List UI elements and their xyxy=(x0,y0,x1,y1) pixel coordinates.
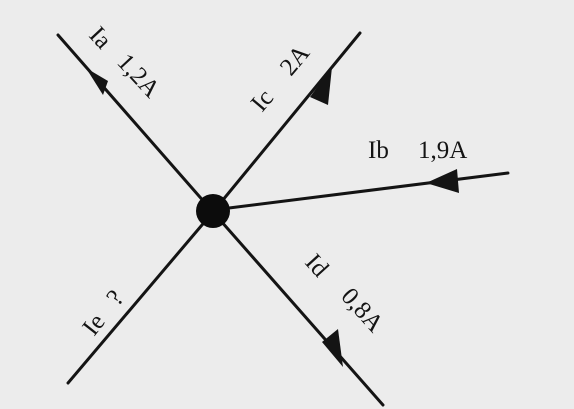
wire-ia xyxy=(56,33,215,214)
wire-ic xyxy=(211,31,362,214)
arrow-ia-icon xyxy=(86,68,108,95)
label-ib-value: 1,9A xyxy=(418,137,467,164)
junction-node xyxy=(196,194,230,228)
label-id-name: Id xyxy=(300,249,334,283)
wire-id xyxy=(211,210,385,407)
label-ie-value: ? xyxy=(101,285,129,310)
label-ib-name: Ib xyxy=(368,137,389,164)
label-ic-name: Ic xyxy=(246,85,279,117)
wire-ib xyxy=(211,171,510,212)
label-ia-value: 1,2A xyxy=(112,49,165,103)
label-ic-value: 2A xyxy=(275,40,315,81)
wire-ie xyxy=(66,210,215,385)
arrow-ib-icon xyxy=(426,169,459,193)
label-ie-name: Ie xyxy=(77,309,110,341)
label-ia-name: Ia xyxy=(84,22,117,55)
label-id-value: 0,8A xyxy=(336,283,389,338)
arrow-id-icon xyxy=(322,329,343,367)
arrow-ic-icon xyxy=(310,67,332,105)
